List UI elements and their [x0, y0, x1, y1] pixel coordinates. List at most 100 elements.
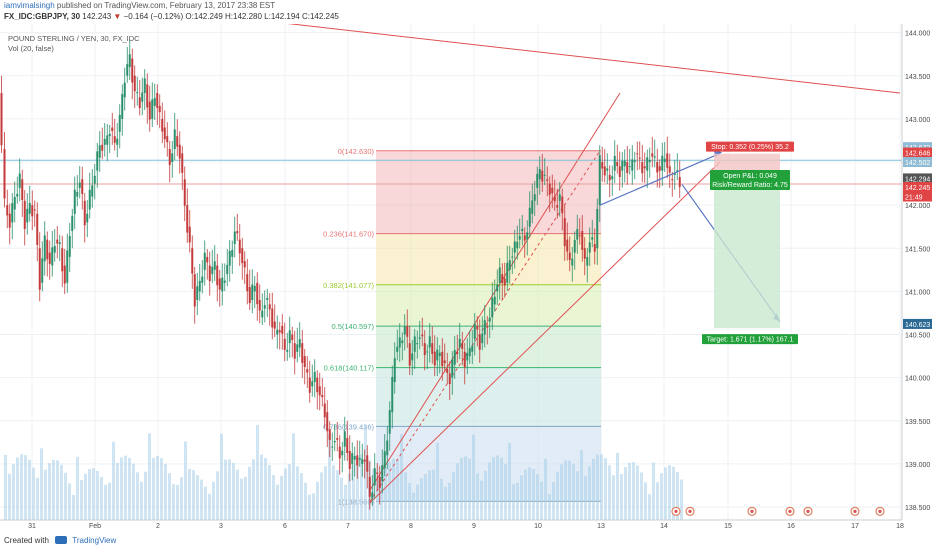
candle-body [273, 321, 276, 329]
volume-bar [32, 467, 35, 520]
volume-bar [292, 433, 295, 520]
volume-bar [644, 482, 647, 520]
candle-body [418, 337, 421, 339]
volume-bar [464, 456, 467, 520]
candle-body [28, 203, 31, 214]
price-badge: 140.623 [905, 322, 930, 329]
last-price: 142.243 [82, 12, 112, 21]
candle-body [123, 82, 126, 98]
volume-bar [240, 478, 243, 520]
candle-body [401, 340, 404, 344]
candle-body [263, 305, 266, 309]
candle-body [501, 274, 504, 283]
candle-body [308, 377, 311, 393]
candle-body [438, 352, 441, 357]
candle-body [451, 359, 454, 378]
stop-label: Stop: 0.352 (0.25%) 35.2 [711, 144, 789, 151]
volume-bar [476, 473, 479, 520]
volume-bar [288, 464, 291, 520]
candle-body [243, 261, 246, 268]
time-tick-label: 6 [283, 523, 287, 530]
candle-body [663, 158, 666, 163]
volume-bar [660, 473, 663, 520]
candle-body [291, 334, 294, 341]
volume-bar [636, 465, 639, 520]
price-tick-label: 139.000 [905, 462, 930, 469]
candle-body [373, 468, 376, 486]
candle-body [41, 258, 44, 283]
candle-body [538, 169, 541, 180]
candle-body [171, 153, 174, 163]
volume-bar [180, 477, 183, 520]
volume-bar [444, 486, 447, 520]
volume-bar [260, 454, 263, 520]
wedge-line [599, 152, 721, 206]
price-chart[interactable]: 0(142.630) 0.236(141.670) 0.382(141.077) 0.… [0, 24, 932, 532]
candle-body [473, 323, 476, 339]
candle-body [396, 346, 399, 352]
candle-body [636, 153, 639, 155]
candle-body [471, 345, 474, 352]
volume-bar [100, 476, 103, 520]
price-badge-bg [903, 157, 932, 168]
candle-body [36, 213, 39, 246]
candle-body [216, 265, 219, 286]
volume-bar [468, 458, 471, 520]
price-tick-label: 138.500 [905, 505, 930, 512]
candle-body [81, 179, 84, 194]
volume-bar [64, 472, 67, 520]
symbol-label: FX_IDC:GBPJPY, 30 [4, 12, 81, 21]
candle-body [666, 153, 669, 168]
volume-bar [72, 494, 75, 520]
trendline [287, 24, 901, 94]
volume-bar [556, 471, 559, 520]
candle-body [256, 282, 259, 305]
candle-body [613, 155, 616, 171]
tradingview-link[interactable]: TradingView [72, 536, 117, 545]
candle-body [53, 246, 56, 253]
candle-body [108, 133, 111, 137]
volume-bar [460, 457, 463, 520]
candle-body [426, 351, 429, 353]
volume-bar [364, 425, 367, 520]
candle-body [428, 336, 431, 348]
volume-bar [404, 472, 407, 520]
volume-bar [440, 478, 443, 520]
candle-body [463, 351, 466, 368]
candle-body [558, 194, 561, 201]
candle-body [598, 155, 601, 206]
candle-body [456, 351, 459, 355]
candle-body [6, 205, 9, 216]
candle-body [3, 149, 6, 199]
candle-body [481, 333, 484, 344]
candle-body [16, 193, 19, 197]
candle-body [511, 256, 514, 258]
candle-body [346, 438, 349, 453]
candle-body [336, 438, 339, 440]
candle-body [381, 465, 384, 482]
candle-body [233, 231, 236, 244]
candle-body [466, 352, 469, 361]
candle-body [173, 129, 176, 150]
volume-bar [420, 478, 423, 520]
volume-bar [40, 448, 43, 520]
candle-body [31, 205, 34, 217]
volume-bar [608, 465, 611, 520]
candle-body [306, 369, 309, 373]
candle-body [21, 179, 24, 200]
series-title: POUND STERLING / YEN, 30, FX_IDC [8, 34, 140, 43]
candle-body [443, 360, 446, 364]
volume-bar [388, 461, 391, 520]
price-tick-label: 144.000 [905, 31, 930, 38]
candle-body [111, 127, 114, 132]
candle-body [581, 231, 584, 250]
author-link[interactable]: iamvimalsingh [4, 1, 55, 10]
candle-body [436, 349, 439, 361]
economic-event-dot [853, 509, 857, 513]
candle-body [213, 261, 216, 270]
time-tick-label: 9 [472, 523, 476, 530]
price-badge-bg [903, 142, 932, 153]
candle-body [633, 160, 636, 163]
fib-zone [376, 233, 601, 285]
candle-body [626, 162, 629, 174]
